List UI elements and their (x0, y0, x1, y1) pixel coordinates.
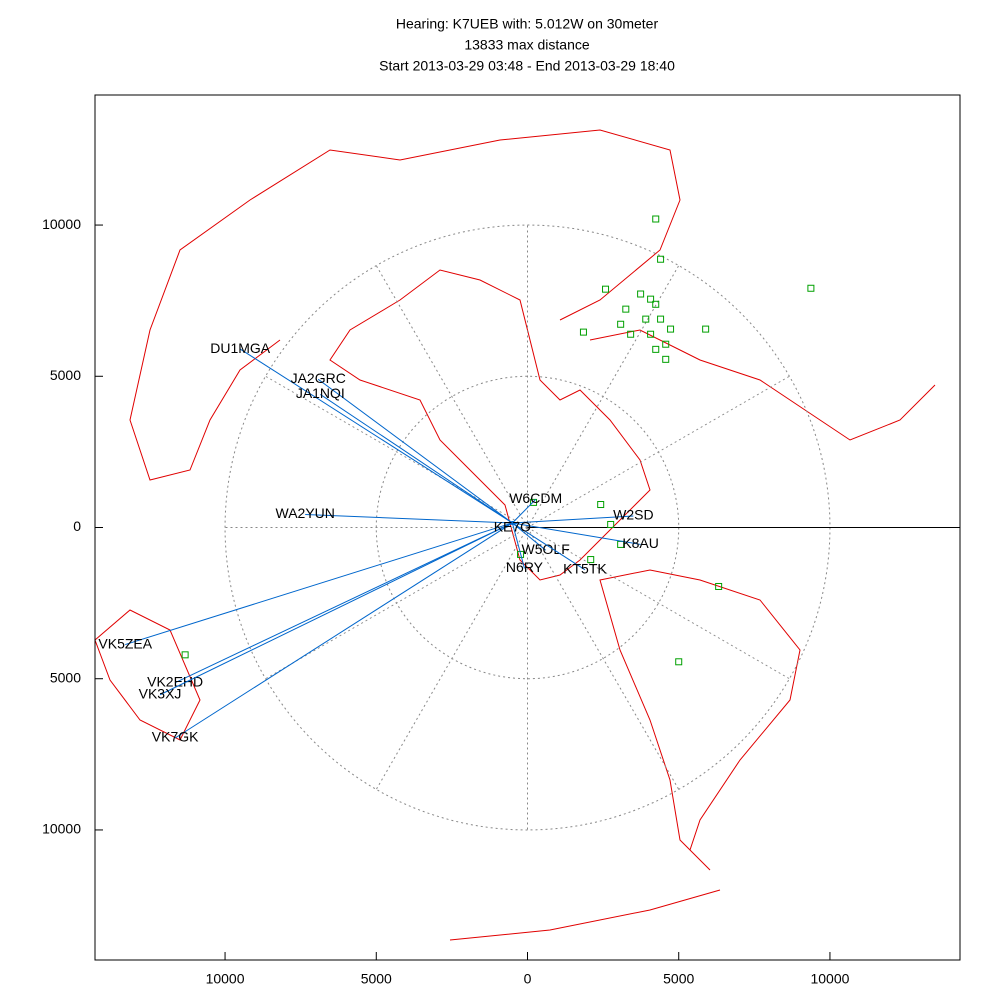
path-line (239, 348, 513, 524)
coastlines (94, 129, 936, 941)
station-label: KT5TK (563, 561, 607, 577)
home-point (510, 520, 515, 525)
path-line (174, 522, 513, 739)
path-line (512, 515, 634, 524)
path-line (512, 522, 586, 571)
coast-north-america (329, 269, 651, 581)
x-tick-label: 5000 (663, 971, 694, 987)
path-line (305, 513, 513, 524)
path-line (125, 522, 513, 646)
path-line (159, 522, 513, 696)
coast-eurasia (129, 129, 681, 481)
spot (652, 345, 660, 353)
spot (715, 582, 723, 590)
path-line (512, 522, 641, 545)
spot (617, 320, 625, 328)
spot (667, 325, 675, 333)
y-tick-label: 10000 (42, 216, 81, 232)
path-line (320, 394, 513, 524)
spot (517, 550, 525, 558)
spot (602, 285, 610, 293)
chart-subtitle: 13833 max distance (464, 37, 590, 53)
bearing-line (527, 265, 680, 528)
spot (642, 315, 650, 323)
spot (587, 556, 595, 564)
spot (181, 651, 189, 659)
spot (675, 658, 683, 666)
x-tick-label: 0 (524, 971, 532, 987)
station-label: VK7GK (152, 729, 199, 745)
station-label: N6RY (506, 559, 544, 575)
path-line (512, 499, 537, 524)
spot (652, 215, 660, 223)
spot (607, 520, 615, 528)
spot (657, 255, 665, 263)
spot (647, 330, 655, 338)
coast-europe-africa (589, 329, 936, 441)
station-label: VK2EHD (147, 673, 203, 689)
coast-antarctica (449, 889, 721, 941)
spot (652, 300, 660, 308)
station-label: VK5ZEA (98, 635, 152, 651)
station-label: K8AU (622, 535, 659, 551)
spot (637, 290, 645, 298)
bearing-line (527, 375, 790, 528)
path-line (512, 522, 546, 551)
spot (579, 328, 587, 336)
coast-south-america (599, 569, 801, 871)
y-tick-label: 5000 (50, 669, 81, 685)
bearing-line (375, 265, 528, 528)
station-label: DU1MGA (210, 340, 271, 356)
y-tick-label: 5000 (50, 367, 81, 383)
bearing-line (527, 527, 680, 790)
home-label: KE7O (494, 519, 531, 535)
spot (647, 295, 655, 303)
y-tick-label: 10000 (42, 821, 81, 837)
station-label: W6CDM (509, 490, 562, 506)
spot (702, 325, 710, 333)
spot (662, 340, 670, 348)
spot (530, 498, 538, 506)
chart-title: Hearing: K7UEB with: 5.012W on 30meter (396, 16, 659, 32)
spot (627, 330, 635, 338)
station-label: VK3XJ (139, 685, 182, 701)
spot (622, 305, 630, 313)
path-line (511, 522, 525, 569)
x-tick-label: 10000 (810, 971, 849, 987)
bearing-line (527, 527, 790, 680)
spot (807, 284, 815, 292)
spot (657, 315, 665, 323)
spot (662, 355, 670, 363)
coast-australia (94, 609, 201, 741)
station-label: JA1NQI (296, 385, 345, 401)
spot (597, 501, 605, 509)
x-tick-label: 10000 (206, 971, 245, 987)
station-label: W5OLF (522, 541, 570, 557)
bearing-line (265, 527, 528, 680)
y-tick-label: 0 (73, 518, 81, 534)
date-range: Start 2013-03-29 03:48 - End 2013-03-29 … (379, 58, 675, 74)
path-line (174, 522, 513, 684)
station-label: W2SD (613, 507, 653, 523)
station-label: JA2GRC (291, 370, 346, 386)
path-line (317, 378, 513, 524)
station-label: WA2YUN (276, 505, 335, 521)
bearing-line (375, 527, 528, 790)
x-tick-label: 5000 (361, 971, 392, 987)
